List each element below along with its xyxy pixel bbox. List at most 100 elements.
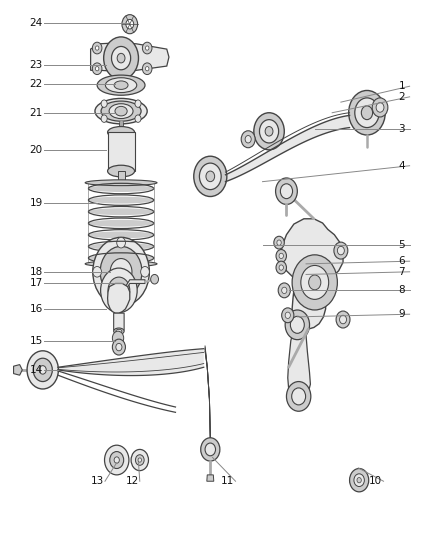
- Circle shape: [309, 275, 321, 290]
- Text: 9: 9: [399, 309, 405, 319]
- Ellipse shape: [101, 101, 141, 121]
- Text: 1: 1: [399, 81, 405, 91]
- Text: 21: 21: [30, 108, 43, 118]
- Text: 15: 15: [30, 336, 43, 346]
- Circle shape: [354, 474, 364, 487]
- Circle shape: [241, 131, 255, 148]
- Text: 7: 7: [399, 267, 405, 277]
- Circle shape: [92, 42, 102, 54]
- Circle shape: [278, 283, 290, 298]
- Text: 22: 22: [30, 78, 43, 88]
- Circle shape: [122, 14, 138, 34]
- Ellipse shape: [114, 81, 128, 90]
- Text: 8: 8: [399, 285, 405, 295]
- Circle shape: [116, 343, 122, 351]
- Text: 2: 2: [399, 92, 405, 102]
- Circle shape: [112, 46, 131, 70]
- Circle shape: [105, 445, 129, 475]
- Text: 24: 24: [30, 18, 43, 28]
- Circle shape: [100, 246, 142, 297]
- Ellipse shape: [108, 165, 134, 177]
- Circle shape: [265, 126, 273, 136]
- Ellipse shape: [88, 185, 154, 192]
- Circle shape: [290, 317, 304, 333]
- Text: 23: 23: [30, 60, 43, 70]
- Ellipse shape: [88, 208, 154, 215]
- Circle shape: [135, 115, 141, 123]
- Circle shape: [131, 449, 148, 471]
- Text: 5: 5: [399, 240, 405, 251]
- Text: 20: 20: [30, 145, 43, 155]
- Circle shape: [274, 236, 284, 249]
- Circle shape: [276, 249, 286, 262]
- Text: 18: 18: [30, 267, 43, 277]
- Circle shape: [285, 310, 310, 340]
- Circle shape: [101, 268, 137, 313]
- Circle shape: [33, 358, 52, 382]
- Circle shape: [301, 265, 328, 300]
- Circle shape: [27, 351, 58, 389]
- Circle shape: [92, 63, 102, 75]
- Ellipse shape: [85, 180, 157, 185]
- Ellipse shape: [85, 261, 157, 266]
- Circle shape: [350, 469, 369, 492]
- Circle shape: [349, 91, 385, 135]
- Circle shape: [135, 455, 144, 465]
- Circle shape: [101, 115, 107, 123]
- Circle shape: [282, 287, 287, 294]
- Circle shape: [276, 178, 297, 205]
- Ellipse shape: [106, 78, 137, 93]
- Circle shape: [135, 100, 141, 107]
- Polygon shape: [226, 115, 350, 182]
- Ellipse shape: [116, 329, 122, 333]
- Circle shape: [199, 163, 221, 190]
- Circle shape: [292, 388, 306, 405]
- Circle shape: [376, 103, 384, 112]
- Circle shape: [194, 156, 227, 197]
- Text: 12: 12: [125, 477, 138, 486]
- Polygon shape: [91, 43, 169, 71]
- Circle shape: [292, 255, 337, 310]
- Polygon shape: [108, 284, 130, 313]
- Text: 10: 10: [369, 477, 382, 486]
- Circle shape: [277, 240, 281, 245]
- Text: 3: 3: [399, 124, 405, 134]
- Circle shape: [110, 259, 132, 285]
- Ellipse shape: [88, 197, 154, 204]
- Circle shape: [201, 438, 220, 461]
- Ellipse shape: [114, 328, 124, 334]
- Circle shape: [39, 366, 46, 374]
- Circle shape: [336, 311, 350, 328]
- Text: 19: 19: [30, 198, 43, 208]
- Circle shape: [113, 339, 125, 355]
- Circle shape: [108, 277, 130, 304]
- Circle shape: [334, 242, 348, 259]
- Circle shape: [254, 113, 284, 150]
- Circle shape: [113, 331, 124, 345]
- Ellipse shape: [88, 255, 154, 262]
- Text: 6: 6: [399, 256, 405, 266]
- Ellipse shape: [88, 231, 154, 238]
- Circle shape: [339, 316, 346, 324]
- Circle shape: [138, 458, 141, 462]
- Circle shape: [276, 261, 286, 274]
- Text: 4: 4: [399, 161, 405, 171]
- Circle shape: [279, 265, 283, 270]
- Circle shape: [372, 98, 388, 117]
- Ellipse shape: [108, 126, 134, 138]
- Polygon shape: [117, 171, 124, 183]
- Circle shape: [145, 46, 149, 50]
- Ellipse shape: [88, 243, 154, 250]
- Polygon shape: [281, 219, 343, 329]
- Circle shape: [361, 106, 373, 119]
- Circle shape: [245, 135, 251, 143]
- Polygon shape: [288, 324, 311, 399]
- Circle shape: [151, 274, 159, 284]
- Circle shape: [286, 382, 311, 411]
- Circle shape: [206, 171, 215, 182]
- Text: 13: 13: [91, 477, 104, 486]
- Circle shape: [285, 312, 290, 318]
- Circle shape: [95, 67, 99, 71]
- Circle shape: [280, 184, 293, 199]
- Circle shape: [101, 100, 107, 107]
